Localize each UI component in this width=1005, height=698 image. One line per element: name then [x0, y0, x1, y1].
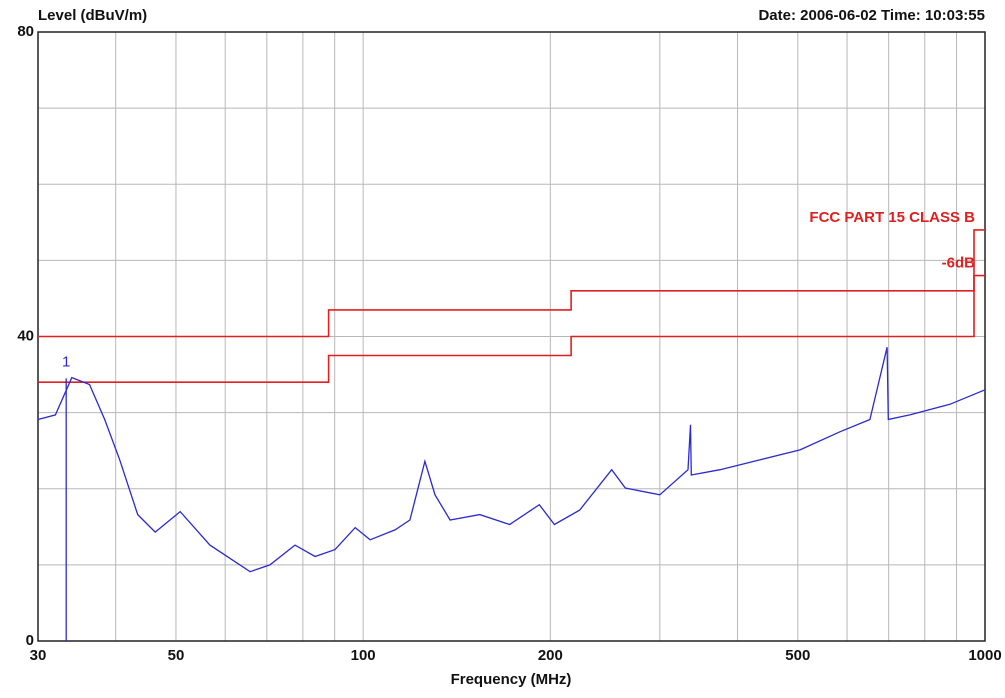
timestamp: Date: 2006-06-02 Time: 10:03:55 [758, 7, 985, 24]
x-tick-label: 1000 [968, 647, 1001, 664]
y-tick-label: 80 [17, 23, 34, 40]
trace-line [37, 347, 986, 573]
limit-line [38, 229, 985, 338]
x-tick-label: 500 [785, 647, 810, 664]
x-axis-label: Frequency (MHz) [451, 671, 572, 688]
x-tick-label: 50 [168, 647, 185, 664]
x-tick-label: 30 [30, 647, 47, 664]
x-tick-label: 200 [538, 647, 563, 664]
x-tick-label: 100 [351, 647, 376, 664]
limit-label: FCC PART 15 CLASS B [809, 209, 975, 226]
limit-label: -6dB [942, 255, 976, 272]
y-tick-label: 40 [17, 327, 34, 344]
y-tick-label: 0 [26, 632, 34, 649]
marker-label: 1 [62, 353, 70, 370]
y-axis-label: Level (dBuV/m) [38, 7, 147, 24]
limit-line [38, 274, 985, 383]
